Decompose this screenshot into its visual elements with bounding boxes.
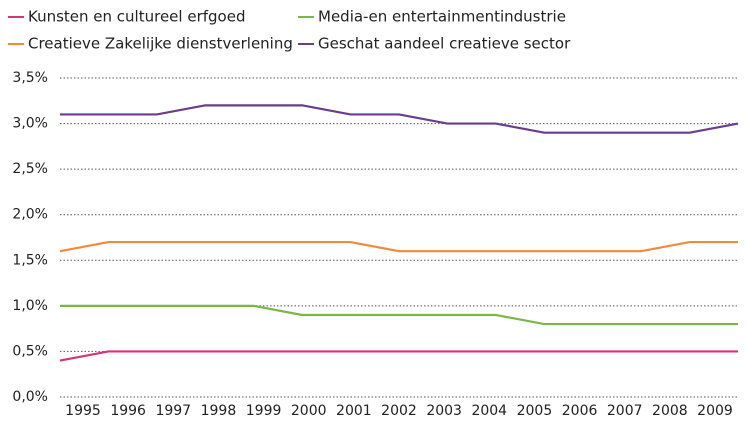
y-tick-label: 0,0%	[12, 389, 48, 405]
y-tick-label: 1,0%	[12, 298, 48, 314]
legend-label: Creatieve Zakelijke dienstverlening	[28, 35, 293, 53]
x-tick-label: 2002	[381, 403, 417, 419]
x-tick-label: 2008	[652, 403, 688, 419]
x-tick-label: 1998	[201, 403, 237, 419]
y-tick-label: 1,5%	[12, 252, 48, 268]
x-tick-label: 1999	[246, 403, 282, 419]
x-tick-label: 1995	[65, 403, 101, 419]
series-line	[60, 304, 738, 326]
x-tick-label: 2005	[517, 403, 553, 419]
x-tick-label: 2009	[697, 403, 733, 419]
series-line	[59, 350, 738, 362]
x-tick-label: 2003	[426, 403, 462, 419]
series-line	[60, 104, 739, 134]
x-tick-label: 2000	[291, 403, 327, 419]
x-tick-label: 1997	[155, 403, 191, 419]
x-tick-label: 2006	[562, 403, 598, 419]
x-tick-label: 2007	[607, 403, 643, 419]
y-tick-label: 3,5%	[12, 70, 48, 86]
y-tick-label: 2,5%	[12, 161, 48, 177]
series-line	[59, 240, 738, 253]
x-tick-label: 2004	[471, 403, 507, 419]
x-tick-label: 2001	[336, 403, 372, 419]
legend-label: Geschat aandeel creatieve sector	[318, 35, 571, 53]
y-tick-label: 2,0%	[12, 207, 48, 223]
legend-label: Kunsten en cultureel erfgoed	[28, 8, 245, 26]
x-tick-label: 1996	[110, 403, 146, 419]
legend-label: Media-en entertainmentindustrie	[318, 8, 566, 26]
y-tick-label: 0,5%	[12, 343, 48, 359]
y-tick-label: 3,0%	[12, 116, 48, 132]
